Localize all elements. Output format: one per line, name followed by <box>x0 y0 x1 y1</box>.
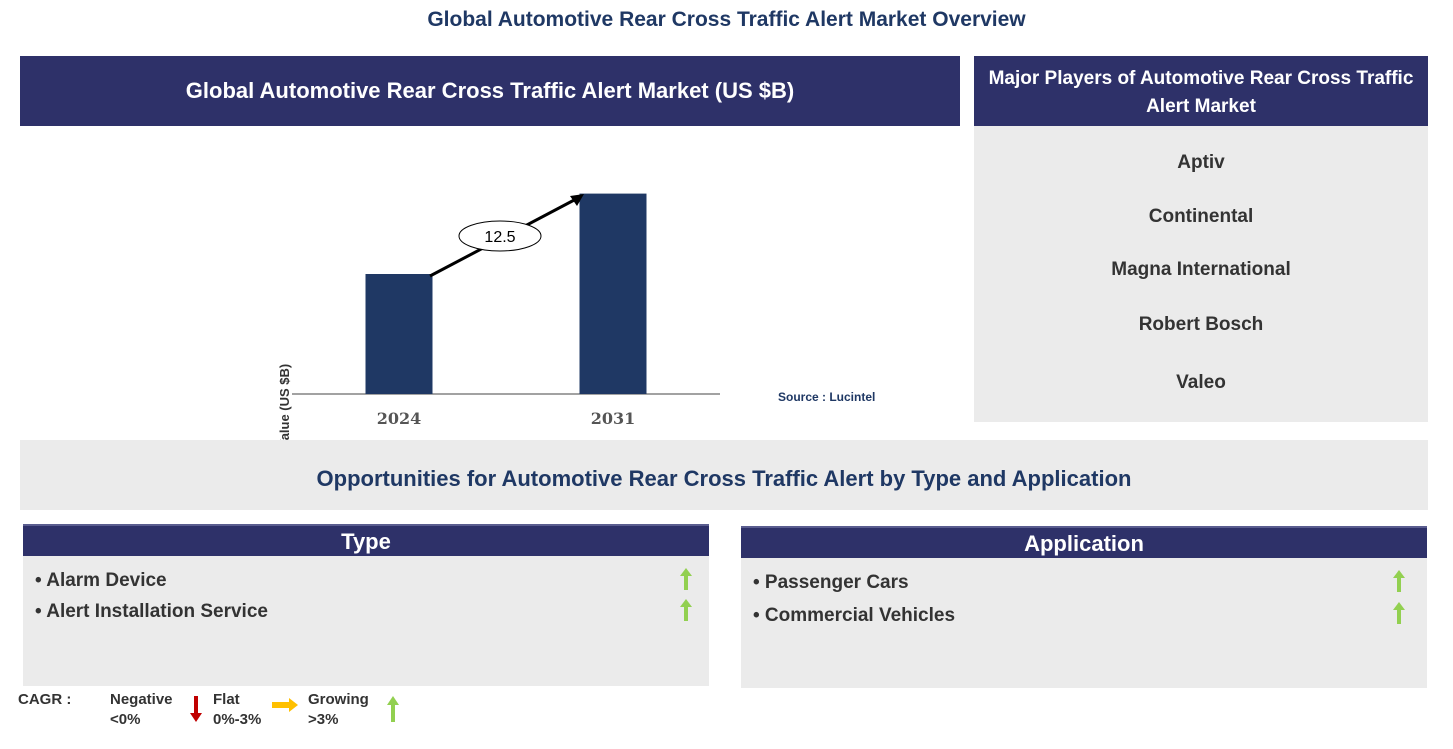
growing-arrow-icon <box>680 568 692 590</box>
player-item: Aptiv <box>1177 152 1225 173</box>
bar-2031 <box>579 193 647 394</box>
application-header: Application <box>741 526 1427 558</box>
page-title: Global Automotive Rear Cross Traffic Ale… <box>427 8 1026 31</box>
type-item: • Alert Installation Service <box>35 601 268 622</box>
flat-arrow-icon <box>272 698 298 712</box>
type-header: Type <box>23 524 709 556</box>
legend-negative-label: Negative <box>110 691 173 708</box>
source-label: Source : Lucintel <box>778 390 875 404</box>
growing-arrow-icon <box>387 696 399 722</box>
growing-arrow-icon <box>1393 570 1405 592</box>
legend-growing-range: >3% <box>308 711 339 728</box>
cagr-bubble <box>458 220 542 252</box>
player-item: Continental <box>1148 206 1254 227</box>
x-tick-label: 2024 <box>377 409 422 428</box>
legend-flat: Flat 0%-3% <box>213 690 261 730</box>
cagr-label: CAGR : <box>18 691 72 708</box>
legend-growing: Growing >3% <box>308 690 369 730</box>
legend-negative-range: <0% <box>110 711 141 728</box>
bar-chart: Value (US $B) 12.5 2024 2031 Source : Lu… <box>277 193 875 440</box>
cagr-value: 12.5 <box>484 229 515 246</box>
legend-negative: Negative <0% <box>110 690 173 730</box>
type-panel: Type • Alarm Device • Alert Installation… <box>23 524 709 686</box>
player-item: Robert Bosch <box>1138 314 1264 335</box>
growing-arrow-icon <box>680 599 692 621</box>
legend-flat-label: Flat <box>213 691 240 708</box>
legend-growing-label: Growing <box>308 691 369 708</box>
negative-arrow-icon <box>190 696 202 722</box>
chart-header: Global Automotive Rear Cross Traffic Ale… <box>20 56 960 126</box>
legend-flat-range: 0%-3% <box>213 711 262 728</box>
growing-arrow-icon <box>1393 602 1405 624</box>
player-item: Valeo <box>1176 372 1226 393</box>
opportunities-title: Opportunities for Automotive Rear Cross … <box>20 440 1428 510</box>
players-list: Aptiv Continental Magna International Ro… <box>974 126 1428 422</box>
application-item: • Commercial Vehicles <box>753 605 956 626</box>
bar-2024 <box>365 274 433 394</box>
player-item: Magna International <box>1111 259 1291 280</box>
x-tick-label: 2031 <box>591 409 636 428</box>
application-item: • Passenger Cars <box>753 572 909 593</box>
application-panel: Application • Passenger Cars • Commercia… <box>741 526 1427 688</box>
cagr-arrowhead-icon <box>570 194 584 206</box>
players-header: Major Players of Automotive Rear Cross T… <box>974 56 1428 126</box>
y-axis-label: Value (US $B) <box>277 364 292 440</box>
type-item: • Alarm Device <box>35 570 167 591</box>
